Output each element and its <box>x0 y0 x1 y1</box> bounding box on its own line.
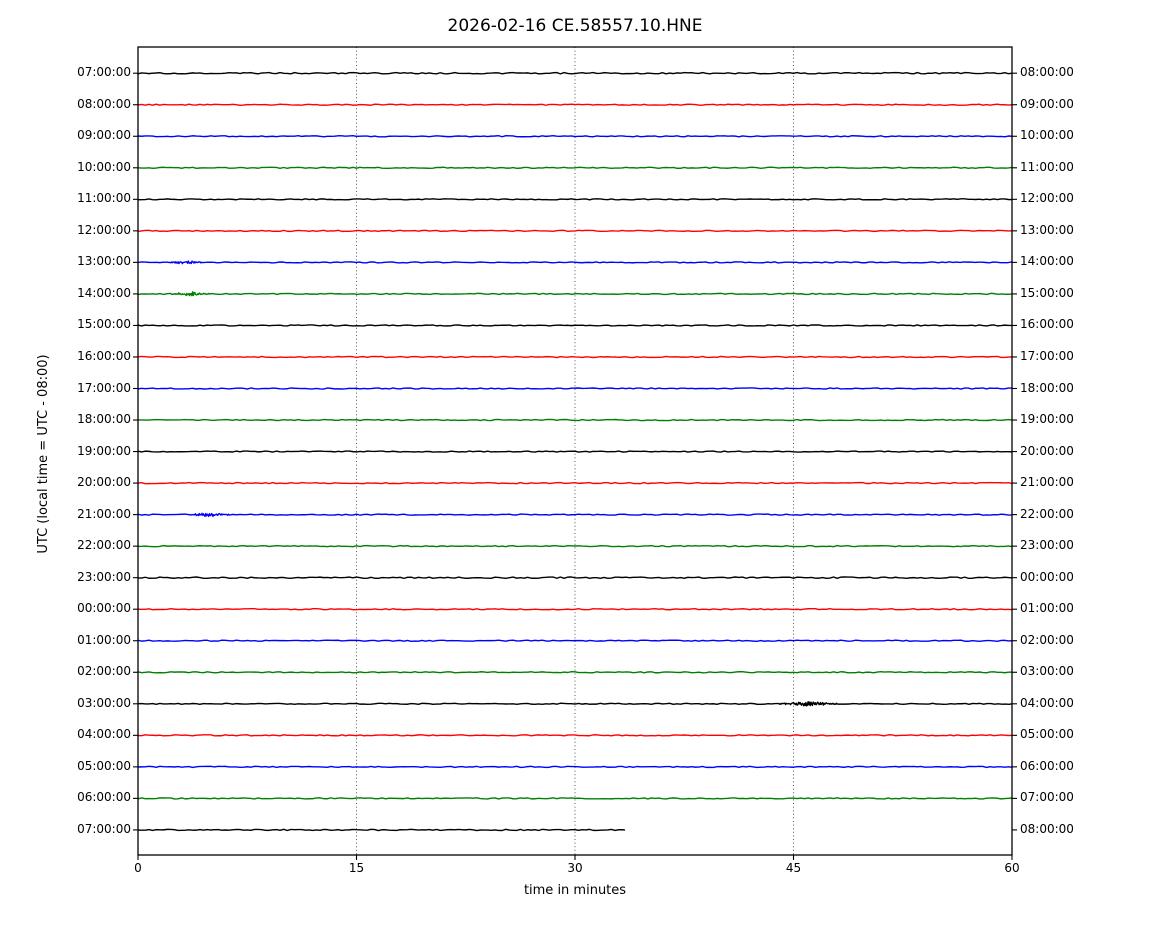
seismogram-trace-050000 <box>137 765 1013 769</box>
seismogram-trace-130000 <box>137 260 1013 265</box>
y-tick-label-left-utc: 00:00:00 <box>77 601 131 616</box>
y-tick-label-right-utc: 03:00:00 <box>1020 664 1074 679</box>
x-axis-label: time in minutes <box>523 883 627 898</box>
y-tick-label-right-utc: 08:00:00 <box>1020 65 1074 80</box>
y-tick-label-left-utc: 20:00:00 <box>77 475 131 490</box>
y-tick-label-left-utc: 19:00:00 <box>77 443 131 458</box>
x-tick-label: 0 <box>134 861 142 875</box>
y-tick-label-left-utc: 12:00:00 <box>77 222 131 237</box>
seismogram-trace-030000 <box>137 701 1013 707</box>
y-tick-label-right-utc: 21:00:00 <box>1020 475 1074 490</box>
y-tick-label-left-utc: 09:00:00 <box>77 128 131 143</box>
y-tick-label-left-utc: 14:00:00 <box>77 285 131 300</box>
y-tick-label-left-utc: 22:00:00 <box>77 538 131 553</box>
y-tick-label-left-utc: 02:00:00 <box>77 664 131 679</box>
y-tick-label-right-utc: 20:00:00 <box>1020 443 1074 458</box>
y-tick-label-right-utc: 19:00:00 <box>1020 412 1074 427</box>
seismogram-trace-230000 <box>137 576 1013 580</box>
y-tick-label-right-utc: 04:00:00 <box>1020 695 1074 710</box>
y-tick-label-right-utc: 00:00:00 <box>1020 569 1074 584</box>
seismogram-trace-070000 <box>137 828 626 832</box>
y-tick-label-left-utc: 15:00:00 <box>77 317 131 332</box>
seismogram-trace-070000 <box>137 71 1013 75</box>
seismogram-trace-100000 <box>137 166 1013 170</box>
x-tick-label: 15 <box>348 861 365 875</box>
y-tick-label-left-utc: 17:00:00 <box>77 380 131 395</box>
x-tick-label: 30 <box>567 861 583 875</box>
y-tick-label-left-utc: 07:00:00 <box>77 821 131 836</box>
seismogram-trace-020000 <box>137 671 1013 674</box>
seismogram-trace-110000 <box>137 198 1013 201</box>
seismogram-trace-010000 <box>137 639 1013 642</box>
seismogram-trace-000000 <box>137 607 1013 611</box>
y-tick-label-left-utc: 04:00:00 <box>77 727 131 742</box>
seismogram-trace-170000 <box>137 387 1013 390</box>
y-tick-label-left-utc: 07:00:00 <box>77 65 131 80</box>
y-tick-label-left-utc: 11:00:00 <box>77 191 131 206</box>
y-tick-label-right-utc: 01:00:00 <box>1020 601 1074 616</box>
seismogram-trace-190000 <box>137 450 1013 453</box>
y-tick-label-right-utc: 23:00:00 <box>1020 538 1074 553</box>
seismogram-trace-090000 <box>137 135 1013 138</box>
seismogram-trace-180000 <box>137 418 1013 422</box>
seismogram-trace-220000 <box>137 544 1013 548</box>
y-tick-label-left-utc: 08:00:00 <box>77 96 131 111</box>
y-tick-label-right-utc: 18:00:00 <box>1020 380 1074 395</box>
y-tick-label-right-utc: 16:00:00 <box>1020 317 1074 332</box>
plot-border <box>137 46 1013 856</box>
y-tick-label-left-utc: 03:00:00 <box>77 695 131 710</box>
x-tick-label: 45 <box>785 861 802 875</box>
seismogram-trace-080000 <box>137 103 1013 106</box>
y-tick-label-right-utc: 07:00:00 <box>1020 790 1074 805</box>
y-tick-label-right-utc: 13:00:00 <box>1020 222 1074 237</box>
y-tick-label-left-utc: 16:00:00 <box>77 348 131 363</box>
seismogram-trace-160000 <box>137 355 1013 359</box>
y-tick-label-right-utc: 09:00:00 <box>1020 96 1074 111</box>
x-tick-label: 60 <box>1004 861 1020 875</box>
y-tick-label-left-utc: 05:00:00 <box>77 758 131 773</box>
y-tick-label-right-utc: 11:00:00 <box>1020 159 1074 174</box>
y-tick-label-right-utc: 14:00:00 <box>1020 254 1074 269</box>
y-tick-label-right-utc: 17:00:00 <box>1020 348 1074 363</box>
seismogram-trace-040000 <box>137 734 1013 737</box>
seismogram-trace-120000 <box>137 229 1013 233</box>
seismogram-trace-060000 <box>137 797 1013 800</box>
y-tick-label-left-utc: 23:00:00 <box>77 569 131 584</box>
seismogram-trace-150000 <box>137 324 1013 327</box>
seismogram-trace-210000 <box>137 512 1013 518</box>
chart-title: 2026-02-16 CE.58557.10.HNE <box>447 16 703 36</box>
seismogram-trace-200000 <box>137 481 1013 485</box>
y-tick-label-right-utc: 05:00:00 <box>1020 727 1074 742</box>
y-tick-label-right-utc: 22:00:00 <box>1020 506 1074 521</box>
seismogram-trace-140000 <box>137 291 1013 297</box>
y-tick-label-left-utc: 21:00:00 <box>77 506 131 521</box>
y-tick-label-left-utc: 18:00:00 <box>77 412 131 427</box>
y-tick-label-left-utc: 10:00:00 <box>77 159 131 174</box>
y-tick-label-left-utc: 01:00:00 <box>77 632 131 647</box>
y-tick-label-left-utc: 06:00:00 <box>77 790 131 805</box>
y-tick-label-left-utc: 13:00:00 <box>77 254 131 269</box>
y-tick-label-right-utc: 08:00:00 <box>1020 821 1074 836</box>
y-tick-label-right-utc: 12:00:00 <box>1020 191 1074 206</box>
y-tick-label-right-utc: 02:00:00 <box>1020 632 1074 647</box>
y-tick-label-right-utc: 10:00:00 <box>1020 128 1074 143</box>
y-tick-label-right-utc: 15:00:00 <box>1020 285 1074 300</box>
y-tick-label-right-utc: 06:00:00 <box>1020 758 1074 773</box>
